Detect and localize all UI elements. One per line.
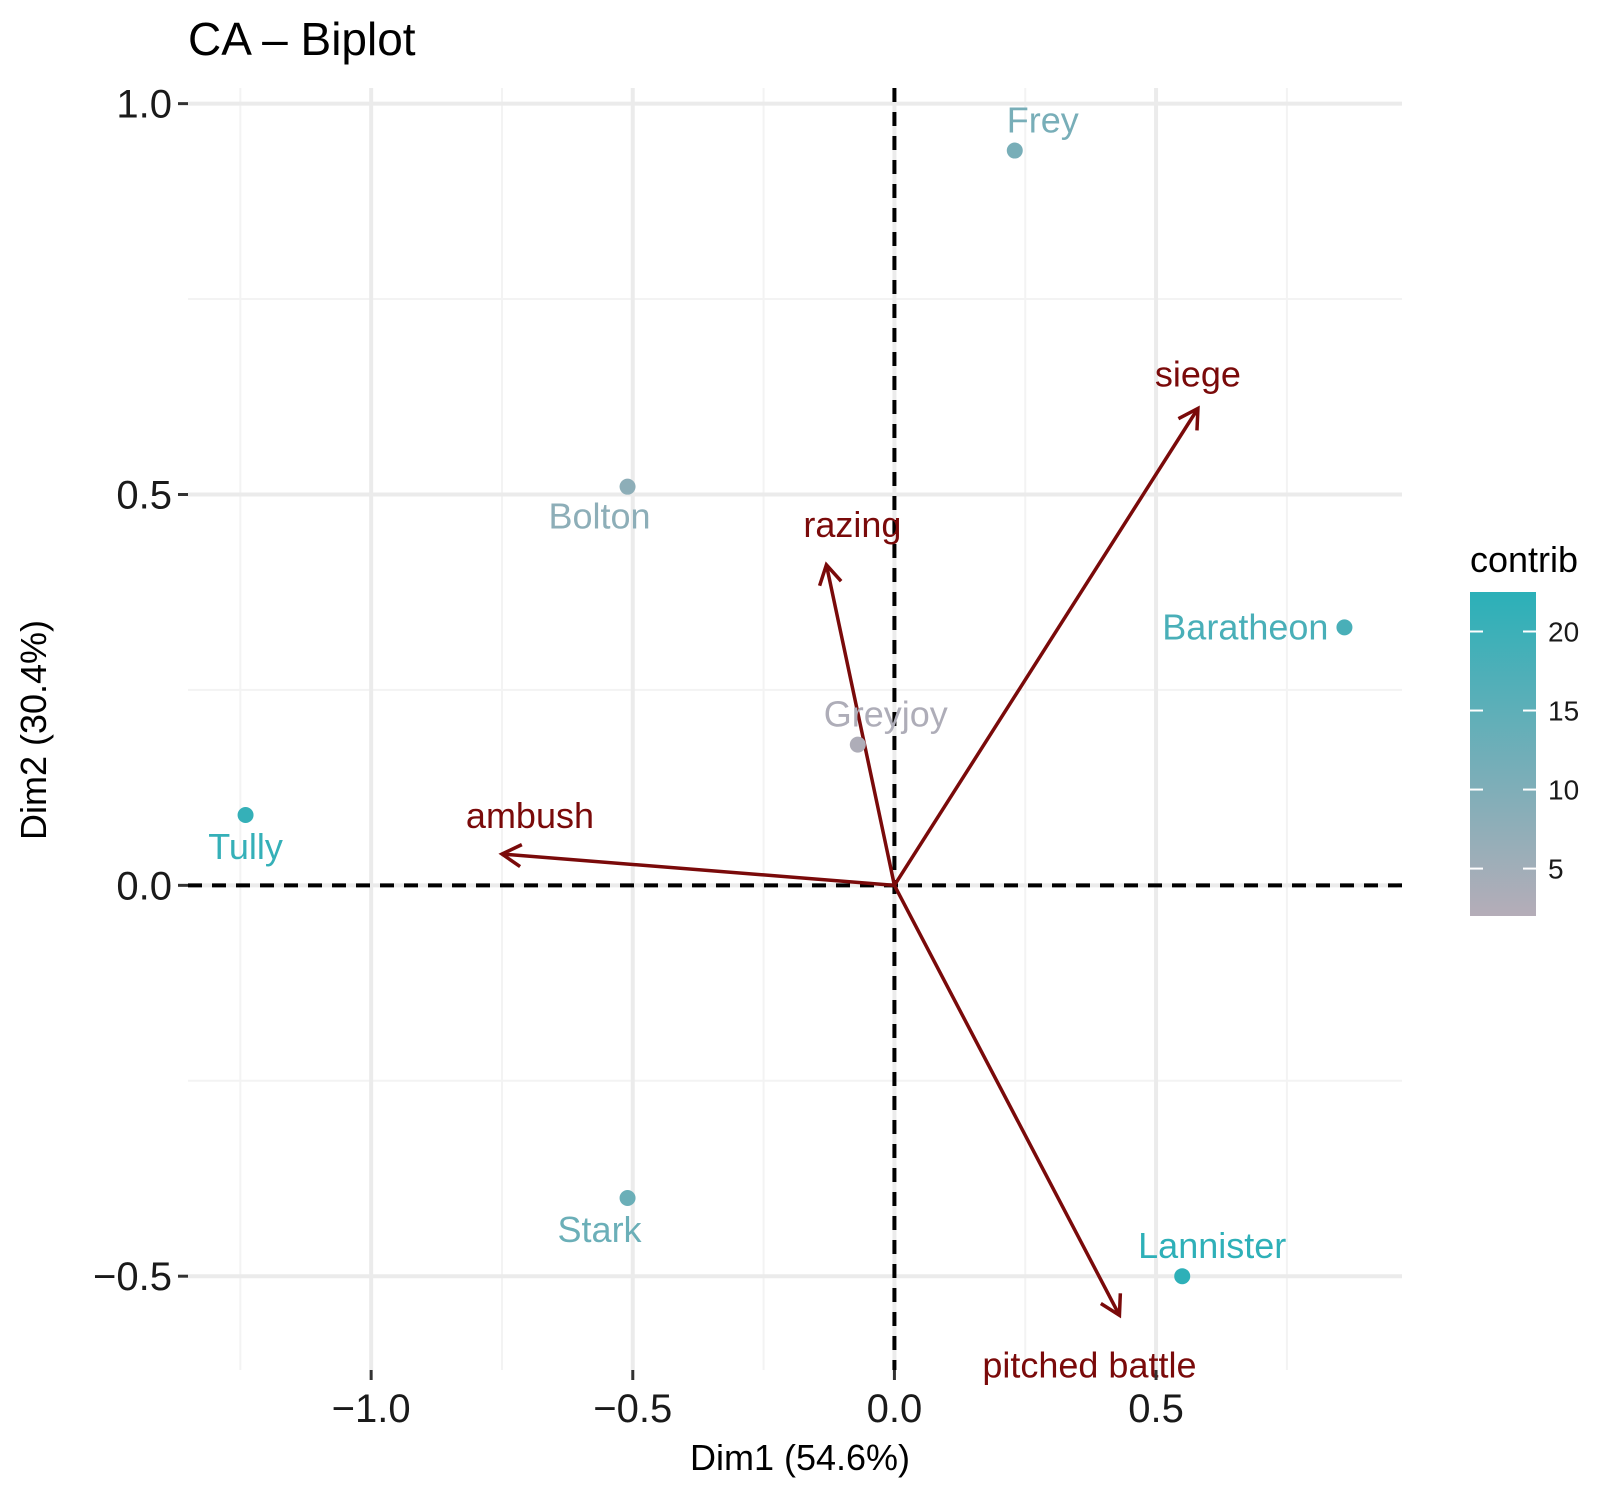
row-point-label: Stark: [558, 1209, 643, 1250]
x-tick-label: −1.0: [332, 1387, 411, 1431]
arrow-label: razing: [803, 504, 901, 545]
y-tick-label: 0.5: [116, 473, 172, 517]
row-point: [619, 478, 636, 495]
row-point: [1006, 142, 1023, 159]
legend-tick-label: 15: [1548, 696, 1579, 727]
chart-title: CA – Biplot: [188, 13, 416, 65]
column-arrows: siege razing ambush pitched battle: [466, 354, 1241, 1386]
grid: [188, 88, 1402, 1370]
arrow-head: [1099, 1293, 1123, 1319]
row-point: [1336, 619, 1353, 636]
row-point-label: Bolton: [549, 496, 651, 537]
x-tick-label: 0.0: [867, 1387, 923, 1431]
y-tick-label: 0.0: [116, 864, 172, 908]
row-point: [849, 736, 866, 753]
row-point: [619, 1190, 636, 1207]
x-tick-label: −0.5: [593, 1387, 672, 1431]
legend: contrib 5 10 15 20: [1470, 539, 1579, 916]
row-point-label: Lannister: [1138, 1225, 1286, 1266]
x-axis-title: Dim1 (54.6%): [690, 1437, 910, 1478]
arrow-label: ambush: [466, 795, 594, 836]
arrow-label: siege: [1155, 354, 1241, 395]
row-points: Frey Bolton Baratheon Greyjoy Tully Stark Lann…: [208, 100, 1353, 1285]
arrow-shaft: [892, 884, 1121, 1317]
reference-lines: [188, 88, 1402, 1370]
y-tick-label: −0.5: [93, 1255, 172, 1299]
arrow-shaft: [501, 852, 895, 888]
legend-tick-label: 5: [1548, 854, 1564, 885]
row-point-label: Frey: [1007, 100, 1079, 141]
legend-tick-label: 10: [1548, 775, 1579, 806]
row-point-label: Greyjoy: [824, 694, 948, 735]
x-tick-label: 0.5: [1128, 1387, 1184, 1431]
legend-colorbar: [1470, 592, 1536, 916]
axes: −1.0 −0.5 0.0 0.5 −0.5 0.0 0.5 1.0: [93, 83, 1184, 1431]
arrow-shaft: [892, 407, 1200, 887]
y-tick-label: 1.0: [116, 83, 172, 127]
row-point: [1174, 1268, 1191, 1285]
arrow-head: [1177, 405, 1200, 431]
y-axis-title: Dim2 (30.4%): [13, 620, 54, 840]
arrow-head: [498, 843, 523, 868]
row-point-label: Tully: [208, 826, 283, 867]
row-point: [237, 806, 254, 823]
legend-title: contrib: [1470, 539, 1578, 580]
arrow-label: pitched battle: [982, 1344, 1196, 1385]
arrow-shaft: [824, 564, 897, 886]
legend-tick-label: 20: [1548, 617, 1579, 648]
row-point-label: Baratheon: [1162, 606, 1328, 647]
arrow-head: [817, 561, 843, 587]
